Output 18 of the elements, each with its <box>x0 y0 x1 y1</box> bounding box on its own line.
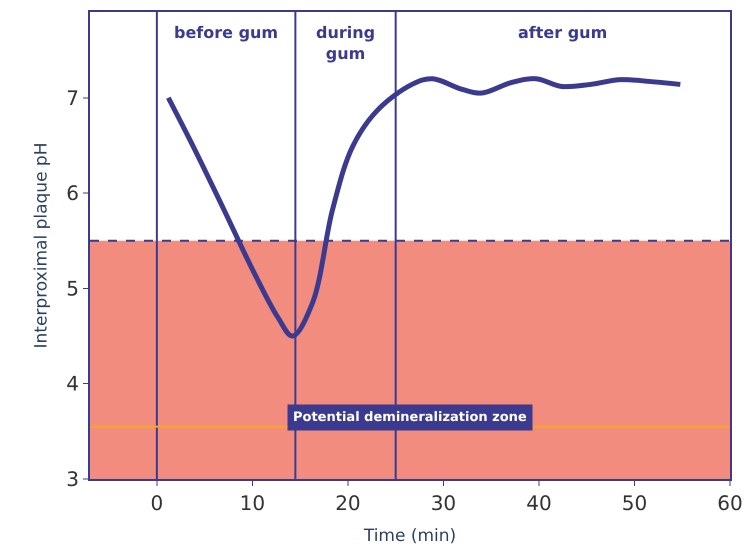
annotation: during gum <box>316 23 376 63</box>
y-tick-label: 5 <box>66 276 79 300</box>
x-tick-label: 50 <box>622 491 648 515</box>
annotation: before gum <box>174 23 278 42</box>
x-tick-label: 10 <box>240 491 266 515</box>
x-tick-label: 30 <box>430 491 456 515</box>
x-axis-title: Time (min) <box>362 526 456 546</box>
y-tick-label: 7 <box>66 86 79 110</box>
band-label: Potential demineralization zone <box>293 410 527 425</box>
y-axis-title: Interproximal plaque pH <box>31 142 52 349</box>
y-tick-label: 3 <box>66 467 79 491</box>
x-tick-label: 20 <box>335 491 361 515</box>
y-tick-label: 4 <box>66 372 79 396</box>
x-tick-label: 60 <box>717 491 743 515</box>
y-tick-label: 6 <box>66 181 79 206</box>
x-tick-label: 0 <box>150 491 164 515</box>
annotation: after gum <box>518 23 608 42</box>
x-tick-label: 40 <box>526 491 552 515</box>
